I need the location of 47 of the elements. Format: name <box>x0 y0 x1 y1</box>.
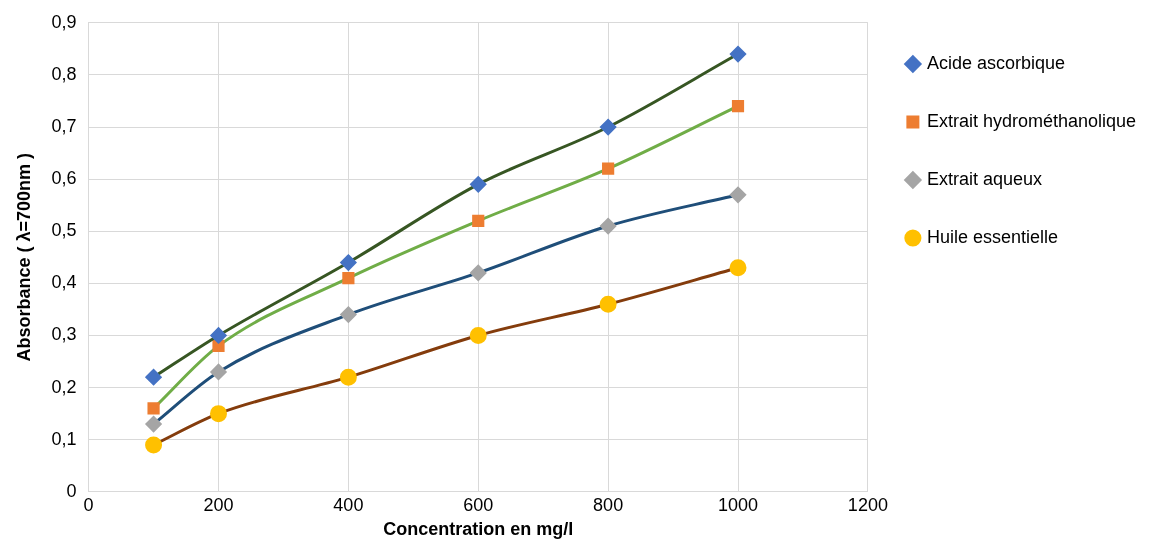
point <box>730 186 747 203</box>
legend-label: Extrait hydrométhanolique <box>926 110 1137 131</box>
y-tick-label: 0,6 <box>51 168 77 189</box>
y-tick-label: 0,9 <box>51 11 77 32</box>
point <box>210 363 227 380</box>
point <box>145 436 163 454</box>
y-tick-label: 0,2 <box>51 376 77 397</box>
point <box>731 100 745 113</box>
point <box>212 339 225 352</box>
point <box>210 405 227 423</box>
x-axis-title: Concentration en mg/l <box>383 519 574 540</box>
y-axis-title: Absorbance ( λ=700nm ) <box>13 153 34 362</box>
y-tick-label: 0,7 <box>51 115 77 136</box>
y-tick-label: 0,4 <box>51 272 77 293</box>
legend-label: Acide ascorbique <box>926 52 1065 73</box>
x-tick-label: 1000 <box>717 494 759 515</box>
legend-label: Huile essentielle <box>926 226 1058 247</box>
y-tick-label: 0 <box>66 480 77 501</box>
point <box>469 326 487 344</box>
point <box>470 176 487 193</box>
x-tick-label: 0 <box>83 494 94 515</box>
point <box>339 368 357 386</box>
point <box>472 214 485 227</box>
point <box>210 327 227 344</box>
point <box>145 416 162 433</box>
x-tick-label: 800 <box>593 494 624 515</box>
point <box>145 369 162 386</box>
point <box>600 119 617 136</box>
point <box>342 272 355 285</box>
point <box>340 306 357 323</box>
legend-label: Extrait aqueux <box>926 168 1042 189</box>
x-tick-label: 600 <box>463 494 494 515</box>
point <box>470 264 487 281</box>
x-tick-label: 400 <box>333 494 364 515</box>
x-tick-label: 200 <box>203 494 234 515</box>
y-tick-label: 0,5 <box>51 220 77 241</box>
point <box>729 259 747 277</box>
point <box>600 218 617 235</box>
y-tick-label: 0,1 <box>51 428 77 449</box>
point <box>147 402 160 415</box>
y-tick-label: 0,3 <box>51 324 77 345</box>
point <box>599 295 617 313</box>
x-tick-label: 1200 <box>847 494 888 515</box>
point <box>730 46 747 63</box>
point <box>340 254 357 271</box>
point <box>602 162 615 175</box>
y-tick-label: 0,8 <box>51 63 77 84</box>
